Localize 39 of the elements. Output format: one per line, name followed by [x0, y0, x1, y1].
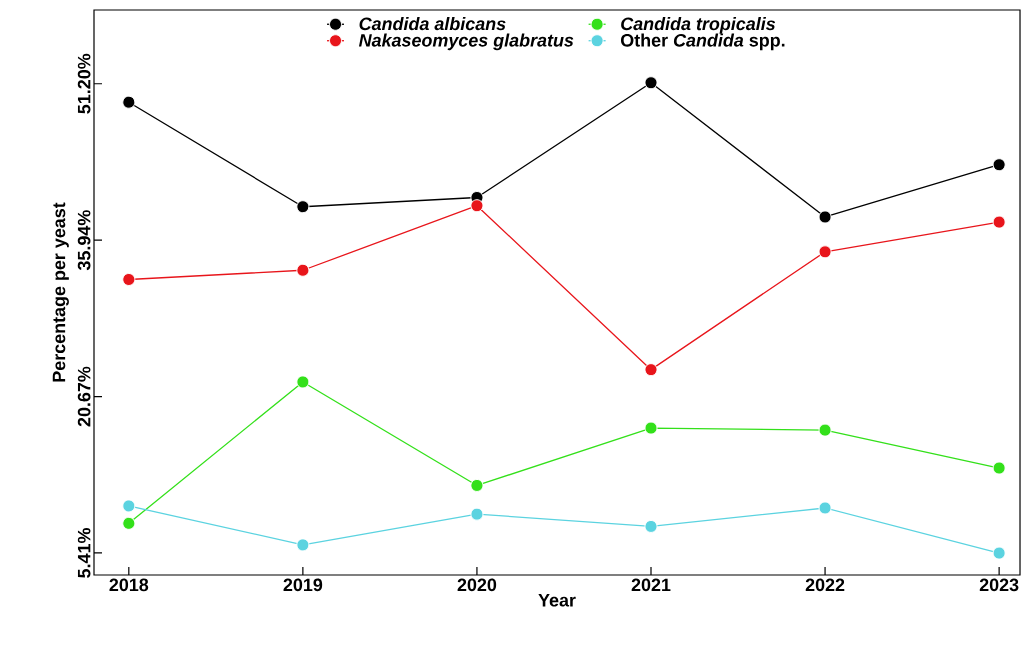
- point: [296, 263, 310, 277]
- point: [644, 421, 658, 435]
- legend-label: Other Candida spp.: [620, 33, 785, 51]
- x-tick-label: 2022: [805, 578, 845, 592]
- point: [296, 538, 310, 552]
- x-tick-label: 2019: [283, 578, 323, 592]
- point: [122, 499, 136, 513]
- point: [470, 507, 484, 521]
- point: [122, 95, 136, 109]
- point: [818, 423, 832, 437]
- legend-label: Nakaseomyces glabratus: [358, 33, 574, 51]
- point: [992, 158, 1006, 172]
- y-tick-label: 51.20%: [77, 53, 91, 114]
- y-tick-label: 35.94%: [77, 210, 91, 271]
- point: [296, 375, 310, 389]
- y-tick-label: 20.67%: [77, 366, 91, 427]
- x-axis-title: Year: [538, 594, 576, 607]
- point: [644, 519, 658, 533]
- x-tick-label: 2020: [457, 578, 497, 592]
- x-tick-label: 2023: [979, 578, 1019, 592]
- point: [644, 363, 658, 377]
- point: [122, 272, 136, 286]
- point: [992, 546, 1006, 560]
- point: [644, 76, 658, 90]
- y-axis-title: Percentage per yeast: [52, 202, 69, 382]
- point: [992, 461, 1006, 475]
- y-tick-label: 5.41%: [77, 528, 91, 578]
- point: [296, 200, 310, 214]
- x-tick-label: 2021: [631, 578, 671, 592]
- point: [470, 478, 484, 492]
- x-tick-label: 2018: [109, 578, 149, 592]
- point: [470, 199, 484, 213]
- point: [818, 210, 832, 224]
- legend-label: Candida albicans: [359, 17, 506, 31]
- point: [818, 501, 832, 515]
- point: [992, 215, 1006, 229]
- point: [818, 245, 832, 259]
- point: [122, 516, 136, 530]
- legend-label: Candida tropicalis: [621, 17, 776, 34]
